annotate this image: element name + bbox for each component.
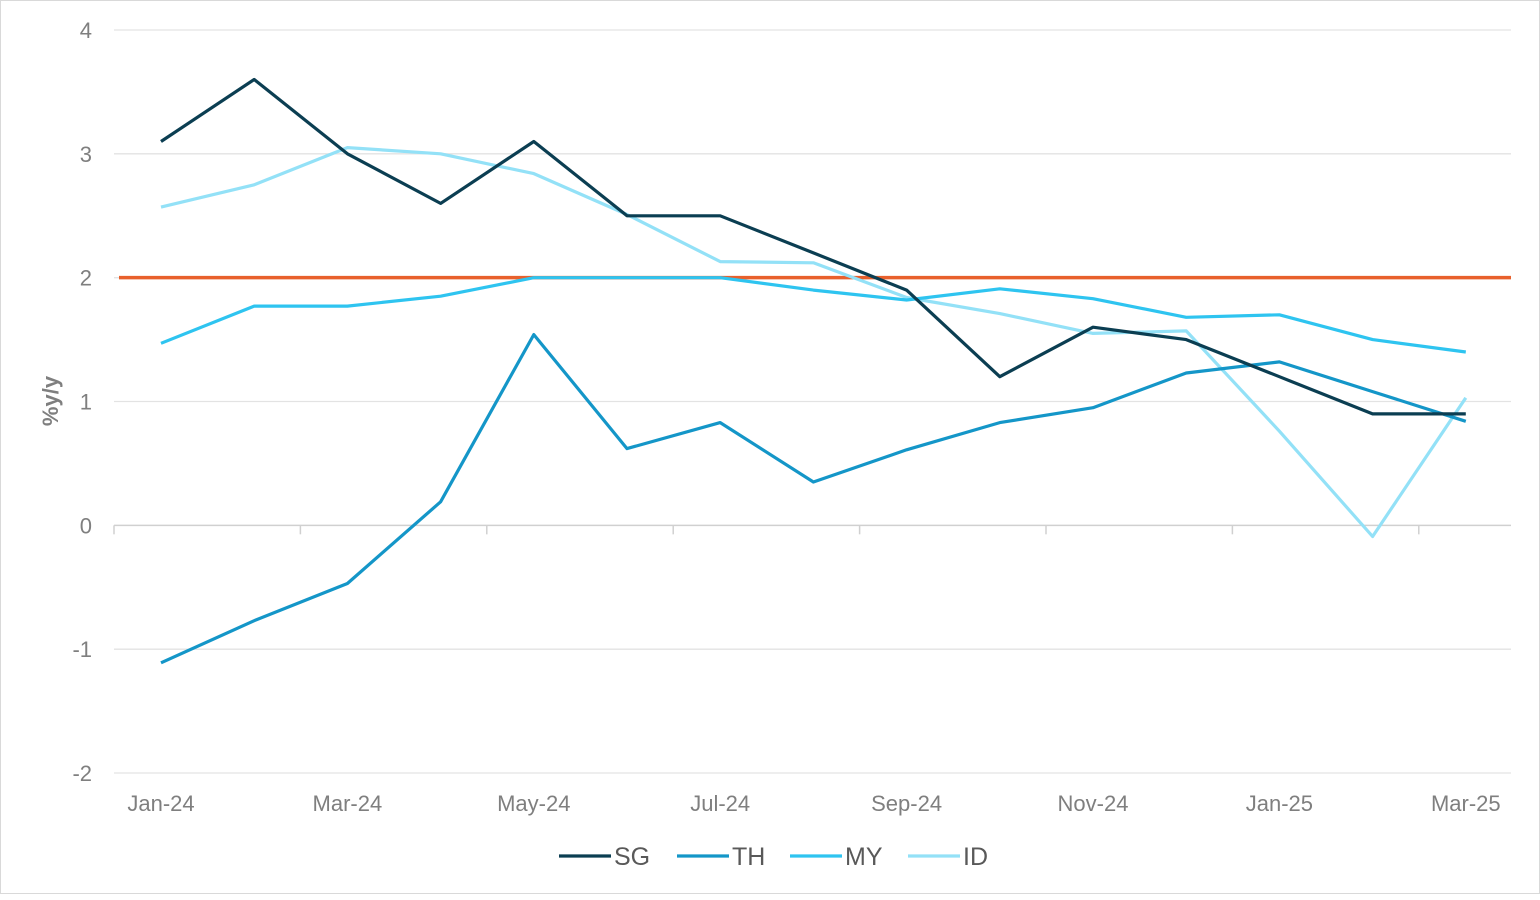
series-line-id (160, 146, 1468, 539)
series-line-my (160, 276, 1467, 354)
y-axis-label: %y/y (38, 375, 63, 426)
y-tick-label: 4 (80, 18, 92, 43)
x-tick-label: May-24 (497, 791, 570, 816)
x-tick-label: Nov-24 (1058, 791, 1129, 816)
y-axis-ticks: -2 -1 0 1 2 3 4 (72, 18, 92, 786)
legend-item-th: TH (677, 843, 765, 871)
x-axis-ticks: Jan-24 Mar-24 May-24 Jul-24 Sep-24 Nov-24 Jan-… (127, 791, 1500, 816)
legend-label: TH (732, 843, 765, 871)
legend: SG TH MY ID (559, 843, 988, 871)
legend-item-sg: SG (559, 843, 650, 871)
legend-label: MY (845, 843, 883, 871)
series-line-th (160, 333, 1467, 665)
x-tick-label: Jul-24 (690, 791, 750, 816)
y-tick-label: -2 (72, 761, 92, 786)
y-tick-label: 3 (80, 142, 92, 167)
y-tick-label: -1 (72, 637, 92, 662)
y-tick-label: 1 (80, 390, 92, 415)
gridlines (114, 29, 1511, 774)
x-tick-label: Sep-24 (871, 791, 942, 816)
series-lines (160, 77, 1468, 665)
legend-label: SG (614, 843, 650, 871)
x-axis (113, 524, 1511, 535)
x-tick-label: Mar-25 (1431, 791, 1501, 816)
series-line-sg (160, 77, 1466, 416)
x-tick-label: Mar-24 (313, 791, 383, 816)
y-tick-label: 2 (80, 266, 92, 291)
x-tick-label: Jan-25 (1246, 791, 1313, 816)
y-tick-label: 0 (80, 513, 92, 538)
legend-item-my: MY (790, 843, 883, 871)
x-tick-label: Jan-24 (127, 791, 194, 816)
legend-item-id: ID (908, 843, 988, 871)
legend-label: ID (963, 843, 988, 871)
